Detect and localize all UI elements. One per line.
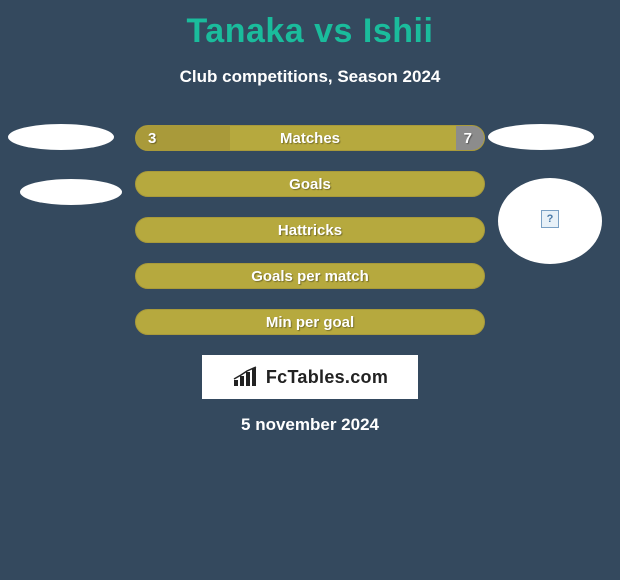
stat-bar-goals: Goals — [135, 171, 485, 197]
stat-bar-matches: 3 Matches 7 — [135, 125, 485, 151]
stat-gpm-label: Goals per match — [136, 264, 484, 288]
stat-matches-label: Matches — [136, 126, 484, 150]
placeholder-image-icon: ? — [541, 210, 559, 228]
stat-goals-label: Goals — [136, 172, 484, 196]
stat-hattricks-label: Hattricks — [136, 218, 484, 242]
stat-bar-hattricks: Hattricks — [135, 217, 485, 243]
chart-icon — [232, 366, 260, 388]
brand-text: FcTables.com — [266, 367, 388, 388]
page-title: Tanaka vs Ishii — [0, 0, 620, 51]
avatar-oval-top-right — [488, 124, 594, 150]
brand-banner[interactable]: FcTables.com — [202, 355, 418, 399]
stat-mpg-label: Min per goal — [136, 310, 484, 334]
stat-bar-mpg: Min per goal — [135, 309, 485, 335]
placeholder-image-glyph: ? — [547, 213, 554, 225]
avatar-oval-top-left — [8, 124, 114, 150]
stats-area: 3 Matches 7 Goals Hattricks Goals per ma… — [135, 125, 485, 435]
date-text: 5 november 2024 — [135, 415, 485, 435]
subtitle: Club competitions, Season 2024 — [0, 67, 620, 87]
avatar-oval-mid-left — [20, 179, 122, 205]
stat-bar-gpm: Goals per match — [135, 263, 485, 289]
stat-matches-right-value: 7 — [464, 126, 472, 150]
